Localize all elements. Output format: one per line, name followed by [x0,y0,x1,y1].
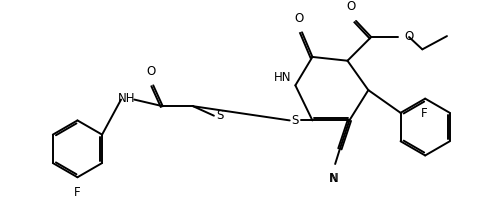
Text: O: O [404,30,414,43]
Text: S: S [292,114,299,127]
Text: HN: HN [274,71,292,84]
Text: NH: NH [118,92,135,105]
Text: O: O [147,65,156,78]
Text: O: O [347,0,356,13]
Text: O: O [295,12,304,25]
Text: S: S [216,109,223,122]
Text: F: F [74,186,81,199]
Text: N: N [329,172,338,185]
Text: N: N [330,172,339,185]
Text: F: F [421,107,428,120]
